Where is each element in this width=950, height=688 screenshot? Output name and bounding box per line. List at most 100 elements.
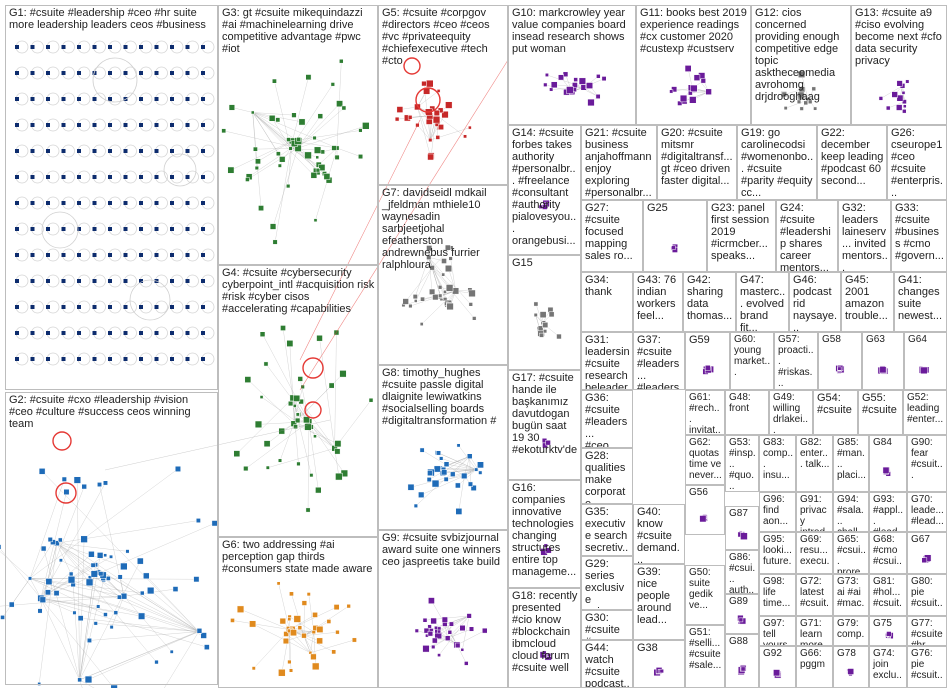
network-node [573, 77, 578, 82]
group-g94: G94: #sala... chall... [833, 492, 869, 532]
network-node [254, 420, 263, 428]
network-node [445, 101, 453, 109]
group-label: G50: suite gedik ve... [689, 567, 713, 611]
network-node [139, 175, 143, 179]
network-node [295, 412, 300, 417]
network-node [46, 253, 50, 257]
group-label: G49: willing drlakei... [773, 392, 809, 435]
network-node [154, 123, 159, 127]
group-label: G82: enter... talk... [800, 437, 830, 470]
network-edge [417, 106, 431, 158]
network-node [201, 279, 205, 283]
network-edge [319, 338, 335, 449]
network-node [418, 491, 425, 498]
network-node [455, 482, 461, 489]
group-g4: G4: #csuite #cybersecurity cyberpoint_in… [218, 265, 378, 537]
cross-edge [299, 119, 421, 361]
group-label: G8: timothy_hughes #csuite passle digita… [382, 367, 497, 427]
group-label: G47: masterc... evolved brand fit... [740, 274, 786, 332]
network-edge [428, 257, 471, 305]
group-g49: G49: willing drlakei... [769, 390, 813, 435]
network-node [185, 227, 190, 231]
network-node [108, 305, 112, 309]
network-node [30, 97, 35, 101]
network-node [572, 82, 578, 88]
group-label: G22: december keep leading #podcast 60 s… [821, 127, 884, 187]
group-g65: G65: #csui... prore... [833, 532, 869, 574]
network-node [0, 615, 5, 620]
group-label: G94: #sala... chall... [837, 494, 866, 531]
network-node [117, 574, 123, 580]
network-edge [248, 148, 291, 177]
network-edge [303, 635, 315, 656]
network-node [77, 305, 81, 309]
network-edge [40, 598, 115, 688]
group-label: G55: #csuite [862, 392, 897, 416]
network-edge [428, 257, 450, 289]
network-edge [447, 628, 472, 639]
network-node [459, 625, 466, 632]
network-node [30, 305, 35, 309]
network-node [170, 227, 174, 231]
group-label: G23: panel first session 2019 #icrmcber.… [711, 202, 770, 262]
group-g85: G85: #man... placi... [833, 435, 869, 492]
network-edge [40, 556, 112, 599]
network-node [783, 106, 788, 111]
group-g91: G91: privacy introd... [796, 492, 833, 532]
group-label: G32: leaders laineserv... invited mentor… [842, 202, 888, 272]
group-label: G29: series exclusive unicorn ceos first… [585, 558, 625, 609]
group-label: G30: #csuite #cmo #leaders... level... [585, 612, 620, 639]
cross-edge [299, 59, 509, 391]
group-label: G60: young market... [734, 334, 771, 378]
network-node [30, 201, 35, 205]
network-node [886, 631, 892, 637]
network-node [421, 80, 427, 87]
network-node [46, 331, 50, 335]
network-node [172, 586, 179, 592]
network-node [315, 155, 320, 160]
group-label: G79: comp... innov... [837, 618, 865, 646]
network-node [40, 545, 47, 552]
group-g7: G7: davidseidl mdkail _jfeldman mthiele1… [378, 185, 508, 365]
network-edge [56, 543, 72, 575]
network-node [251, 666, 256, 671]
network-node [170, 123, 174, 127]
network-node [669, 89, 674, 94]
network-node [896, 80, 903, 87]
network-node [310, 172, 318, 179]
network-node [467, 453, 473, 459]
group-g78: G78 [833, 646, 869, 688]
network-edge [40, 598, 116, 613]
network-edge [77, 480, 80, 680]
network-node [61, 45, 66, 49]
network-node [921, 557, 928, 564]
group-g29: G29: series exclusive unicorn ceos first… [581, 556, 633, 610]
network-node [467, 481, 473, 487]
network-node [185, 71, 190, 75]
group-label: G37: #csuite #leaders... #leaders... [637, 334, 680, 390]
network-edge [40, 598, 99, 607]
group-g43: G43: 76 indian workers feel... [633, 272, 683, 332]
network-node [243, 465, 249, 472]
network-node [269, 223, 277, 230]
group-label: G78 [837, 648, 856, 659]
network-edge [405, 267, 433, 302]
network-node [254, 165, 259, 171]
network-node [429, 288, 436, 295]
network-node [201, 357, 205, 361]
network-node [740, 666, 746, 672]
group-g23: G23: panel first session 2019 #icrmcber.… [707, 200, 776, 272]
network-node [138, 612, 146, 620]
group-g52: G52: leading #enter... [903, 390, 947, 435]
network-node [309, 473, 314, 478]
group-g17: G17: #csuite hande ile başkanımız davutd… [508, 370, 581, 480]
network-node [92, 227, 97, 231]
network-node [283, 631, 289, 637]
network-edge [40, 598, 142, 617]
network-node [368, 397, 374, 403]
network-node [439, 456, 444, 461]
network-edge [415, 257, 429, 297]
network-node [253, 146, 258, 152]
group-label: G65: #csui... prore... [837, 534, 866, 574]
